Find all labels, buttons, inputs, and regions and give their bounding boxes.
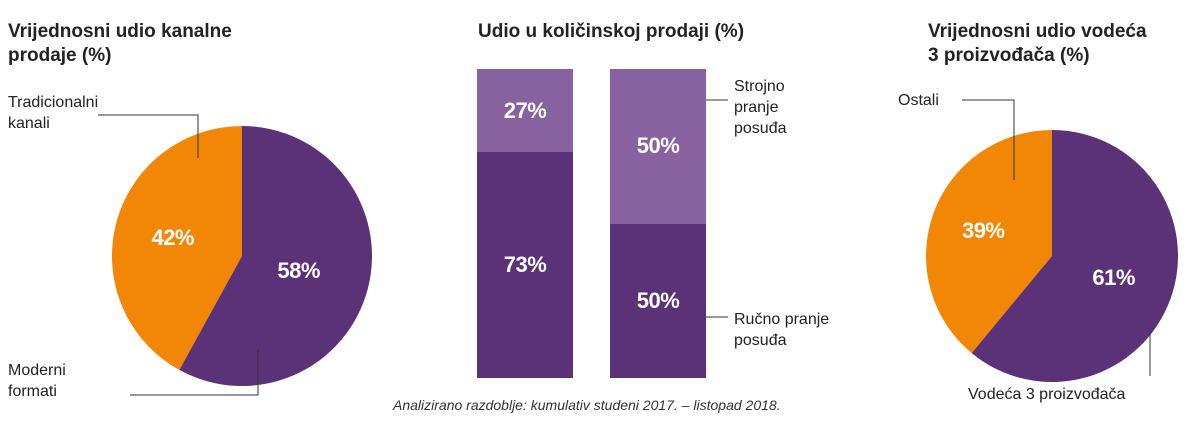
chart1-title-line2: prodaje (%)	[8, 45, 112, 66]
pie2-label-top3: 61%	[1092, 265, 1135, 291]
pie1-label-modern: 58%	[277, 257, 320, 283]
bar2-label-machine: 50%	[636, 133, 680, 159]
pie-chart-channels	[112, 126, 372, 386]
bar2-label-hand: 50%	[636, 287, 680, 313]
bar1-segment-machine	[477, 69, 573, 153]
bar2-segment-hand	[610, 223, 706, 378]
pie2-label-others: 39%	[961, 218, 1005, 244]
chart1-title: Vrijednosni udio kanalne prodaje (%)	[8, 20, 232, 68]
legend-modern-line2: formati	[8, 383, 57, 400]
pie-chart-producers	[926, 130, 1178, 382]
chart3-title-line2: 3 proizvođača (%)	[928, 45, 1090, 66]
legend-top3: Vodeća 3 proizvođača	[968, 386, 1126, 403]
pie2-slice-top3	[971, 130, 1178, 382]
chart3-title-line1: Vrijednosni udio vodeća	[928, 21, 1147, 42]
bar1-segment-hand	[477, 152, 573, 378]
legend-machine-line1: Strojno	[734, 78, 785, 95]
legend-machine-line2: pranje	[734, 99, 779, 116]
pie2-slice-others	[926, 130, 1052, 354]
bar2-segment-machine	[610, 69, 706, 224]
bar1-label-hand: 73%	[503, 252, 547, 278]
legend-others: Ostali	[898, 92, 939, 109]
bar1-label-machine: 27%	[503, 97, 547, 123]
footnote: Analizirano razdoblje: kumulativ studeni…	[393, 397, 781, 413]
legend-traditional-line1: Tradicionalni	[8, 94, 99, 111]
legend-hand: Ručno pranje posuđa	[734, 309, 829, 351]
chart2-title: Udio u količinskoj prodaji (%)	[478, 21, 745, 42]
pie1-slice-modern	[179, 126, 372, 386]
legend-traditional: Tradicionalni kanali	[8, 92, 98, 134]
legend-modern: Moderni formati	[8, 360, 66, 402]
chart3-title: Vrijednosni udio vodeća 3 proizvođača (%…	[928, 20, 1147, 68]
pie1-label-traditional: 42%	[151, 225, 195, 251]
legend-machine-line3: posuđa	[734, 120, 787, 137]
legend-machine: Strojno pranje posuđa	[734, 76, 787, 139]
legend-hand-line2: posuđa	[734, 332, 787, 349]
legend-modern-line1: Moderni	[8, 362, 66, 379]
pie1-slice-traditional	[112, 126, 242, 370]
legend-hand-line1: Ručno pranje	[734, 311, 830, 328]
legend-traditional-line2: kanali	[8, 115, 50, 132]
chart1-title-line1: Vrijednosni udio kanalne	[8, 21, 232, 42]
